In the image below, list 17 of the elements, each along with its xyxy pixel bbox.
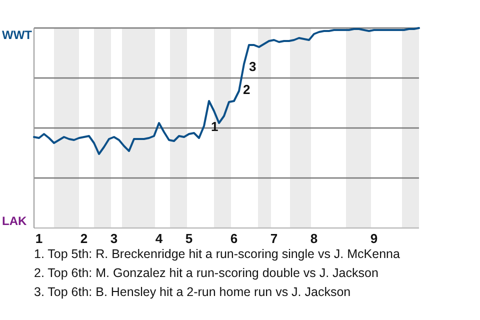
- x-tick-label: 1: [35, 231, 43, 246]
- x-tick-label: 6: [230, 231, 238, 246]
- text: 1. Top 5th: R. Breckenridge hit a run-scoring single vs J. McKenna: [34, 247, 400, 261]
- text: LAK: [2, 214, 27, 228]
- x-tick-label: 7: [270, 231, 278, 246]
- x-tick-label: 9: [370, 231, 378, 246]
- x-tick-label: 8: [310, 231, 318, 246]
- x-tick-label: 5: [185, 231, 193, 246]
- x-tick-label: 2: [80, 231, 88, 246]
- annotation: 1: [211, 119, 218, 134]
- x-tick-label: 3: [110, 231, 118, 246]
- x-tick-label: 4: [155, 231, 164, 246]
- text: 3. Top 6th: B. Hensley hit a 2-run home run vs J. Jackson: [34, 285, 351, 299]
- text: WWT: [2, 28, 33, 42]
- annotation: 2: [243, 82, 250, 97]
- annotation: 3: [249, 59, 256, 74]
- text: 2. Top 6th: M. Gonzalez hit a run-scoring double vs J. Jackson: [34, 266, 378, 280]
